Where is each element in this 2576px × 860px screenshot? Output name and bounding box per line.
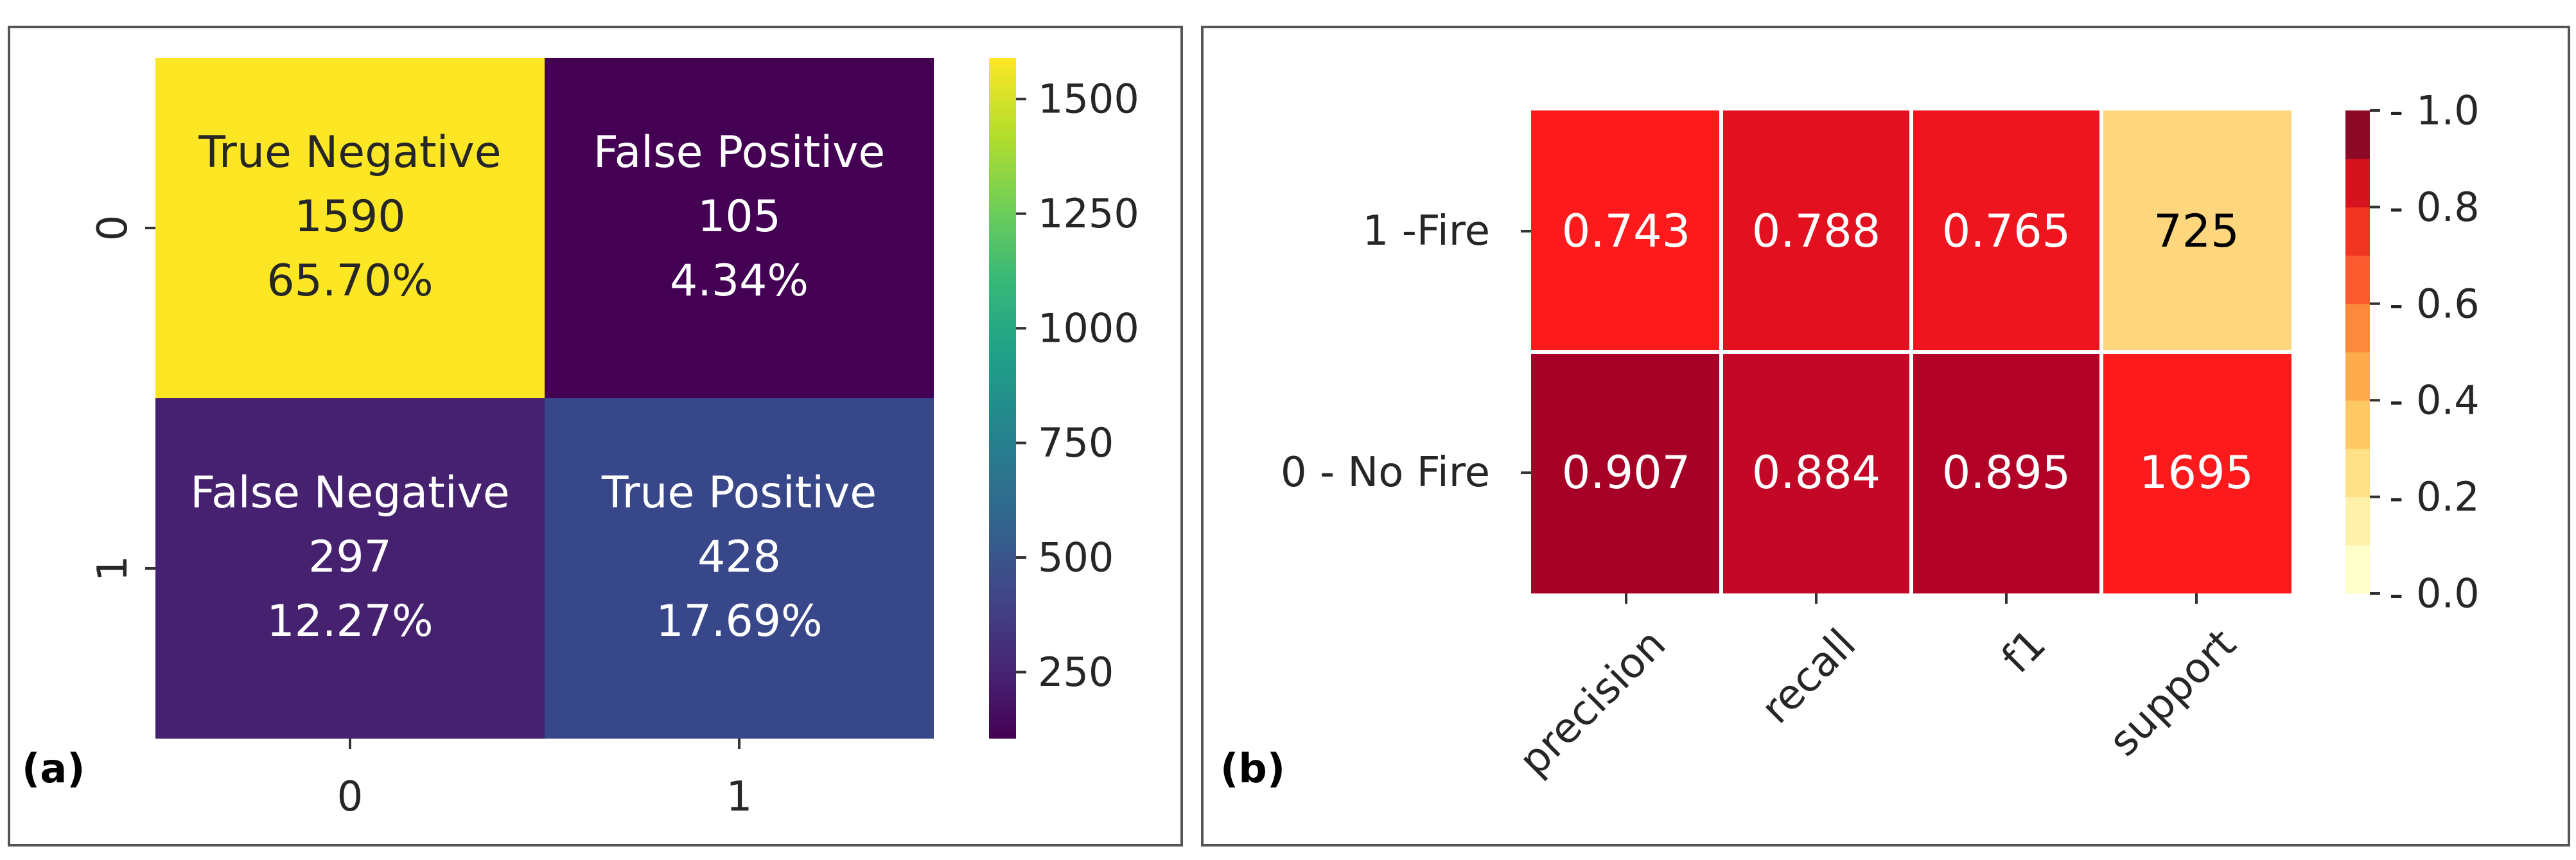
cell-label: 1590: [294, 191, 405, 242]
heatmap-cell: [155, 398, 545, 739]
heatmap-cell: [1723, 354, 1909, 593]
cell-label: False Positive: [593, 127, 885, 178]
colorbar-tick-label: 750: [1038, 419, 1114, 466]
heatmap-cell: [2103, 354, 2291, 593]
colorbar-bin: [2345, 400, 2370, 449]
colorbar-bin: [2345, 303, 2370, 353]
colorbar-tick-label: - 0.0: [2389, 570, 2480, 617]
colorbar-tick-label: 500: [1038, 534, 1114, 581]
confusion-matrix-colorbar: 250 500 750 1000 1250 1500: [989, 58, 1139, 739]
y-tick-label: 1 -Fire: [1363, 207, 1490, 255]
cell-label: 0.788: [1752, 205, 1880, 258]
heatmap-cell: [1531, 354, 1719, 593]
panel-a-label: (a): [22, 745, 85, 792]
heatmap-cell: [545, 58, 934, 398]
cell-label: 0.743: [1562, 205, 1690, 258]
x-tick-label: 1: [726, 773, 753, 821]
colorbar-tick-label: - 0.8: [2389, 184, 2480, 231]
cell-label: 0.765: [1942, 205, 2071, 258]
colorbar-tick-label: - 0.4: [2389, 377, 2480, 424]
colorbar-tick-label: - 0.2: [2389, 473, 2480, 520]
confusion-matrix-chart: True Negative 1590 65.70% False Positive 105…: [89, 58, 934, 821]
cell-label: 65.70%: [267, 256, 433, 306]
colorbar-bin: [2345, 159, 2370, 207]
cell-label: 4.34%: [670, 256, 809, 306]
cell-label: 428: [697, 532, 781, 583]
heatmap-cell: [1531, 110, 1719, 350]
x-tick-label: 0: [337, 773, 364, 821]
y-tick-label: 0 - No Fire: [1281, 449, 1490, 496]
classification-report-chart: 0.743 0.788 0.765 725 0.907 0.884 0.895 1695 1 -…: [1281, 110, 2291, 785]
cell-label: 17.69%: [656, 596, 822, 647]
heatmap-cell: [1913, 354, 2099, 593]
heatmap-cell: [1913, 110, 2099, 350]
colorbar-bin: [2345, 545, 2370, 594]
cell-label: 297: [308, 532, 392, 583]
colorbar-tick-label: - 0.6: [2389, 280, 2480, 327]
cell-label: True Negative: [198, 127, 501, 178]
colorbar-bin: [2345, 255, 2370, 304]
cell-label: 105: [697, 191, 781, 242]
colorbar-tick-label: - 1.0: [2389, 87, 2480, 134]
cell-label: 0.895: [1942, 446, 2071, 499]
colorbar-bin: [2345, 496, 2370, 546]
heatmap-cell: [1723, 110, 1909, 350]
classification-report-colorbar: - 0.0 - 0.2 - 0.4 - 0.6 - 0.8 - 1.0: [2345, 87, 2480, 617]
y-tick-label: 0: [89, 215, 137, 241]
colorbar-tick-label: 250: [1038, 649, 1114, 696]
cell-label: True Positive: [601, 468, 877, 518]
colorbar-bin: [2345, 207, 2370, 256]
cell-label: 0.884: [1752, 446, 1880, 499]
heatmap-cell: [2103, 110, 2291, 350]
cell-label: 725: [2153, 205, 2239, 258]
cell-label: 1695: [2139, 446, 2254, 499]
colorbar-bin: [2345, 448, 2370, 498]
cell-label: 0.907: [1562, 446, 1690, 499]
cell-label: False Negative: [190, 468, 509, 518]
colorbar-gradient: [989, 58, 1016, 739]
heatmap-cell: [155, 58, 545, 398]
cell-label: 12.27%: [267, 596, 433, 647]
heatmap-cell: [545, 398, 934, 739]
colorbar-tick-label: 1250: [1038, 190, 1139, 237]
colorbar-tick-label: 1500: [1038, 76, 1139, 123]
panel-b-label: (b): [1220, 745, 1285, 792]
colorbar-tick-label: 1000: [1038, 305, 1139, 352]
colorbar-bin: [2345, 110, 2370, 159]
y-tick-label: 1: [89, 556, 137, 582]
colorbar-bin: [2345, 352, 2370, 401]
